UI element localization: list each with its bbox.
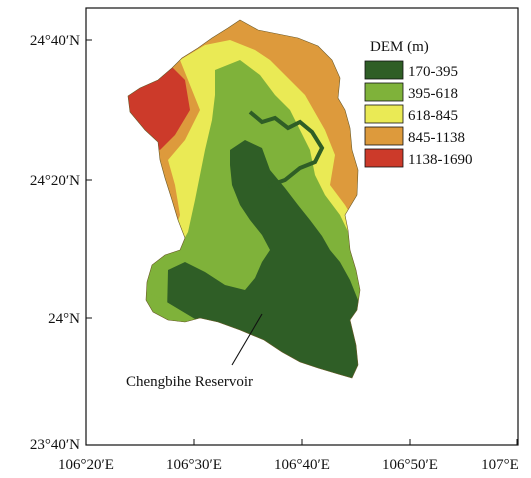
y-tick-label: 23°40′N [30, 437, 80, 453]
legend-entry: 170-395 [364, 60, 458, 80]
legend-swatch [364, 82, 404, 102]
annotation-leader-line [231, 313, 263, 366]
legend-entry: 618-845 [364, 104, 458, 124]
y-tick-label: 24°40′N [30, 33, 80, 49]
legend-label: 845-1138 [408, 130, 465, 146]
legend-label: 618-845 [408, 108, 458, 124]
reservoir-channel [248, 110, 325, 188]
x-tick-label: 107°E [481, 457, 519, 473]
x-axis: 106°20′E 106°30′E 106°40′E 106°50′E 107°… [58, 439, 519, 473]
legend-entry: 395-618 [364, 82, 458, 102]
legend-title: DEM (m) [370, 39, 429, 55]
basin-outline [127, 19, 361, 379]
y-tick-label: 24°20′N [30, 173, 80, 189]
legend-swatch [364, 126, 404, 146]
y-axis: 24°40′N 24°20′N 24°N 23°40′N [30, 33, 92, 453]
legend-label: 395-618 [408, 86, 458, 102]
legend-entry: 1138-1690 [364, 148, 472, 168]
legend-swatch [364, 60, 404, 80]
legend-label: 1138-1690 [408, 152, 472, 168]
legend-label: 170-395 [408, 64, 458, 80]
y-tick-label: 24°N [48, 311, 80, 327]
legend-swatch [364, 104, 404, 124]
legend-swatch [364, 148, 404, 168]
basin-dem [128, 20, 360, 378]
legend: DEM (m) 170-395 395-618 618-845 845-1138… [364, 39, 472, 168]
annotation-label: Chengbihe Reservoir [126, 374, 253, 390]
x-tick-label: 106°50′E [382, 457, 438, 473]
legend-entry: 845-1138 [364, 126, 465, 146]
x-tick-label: 106°40′E [274, 457, 330, 473]
x-tick-label: 106°30′E [166, 457, 222, 473]
x-tick-label: 106°20′E [58, 457, 114, 473]
